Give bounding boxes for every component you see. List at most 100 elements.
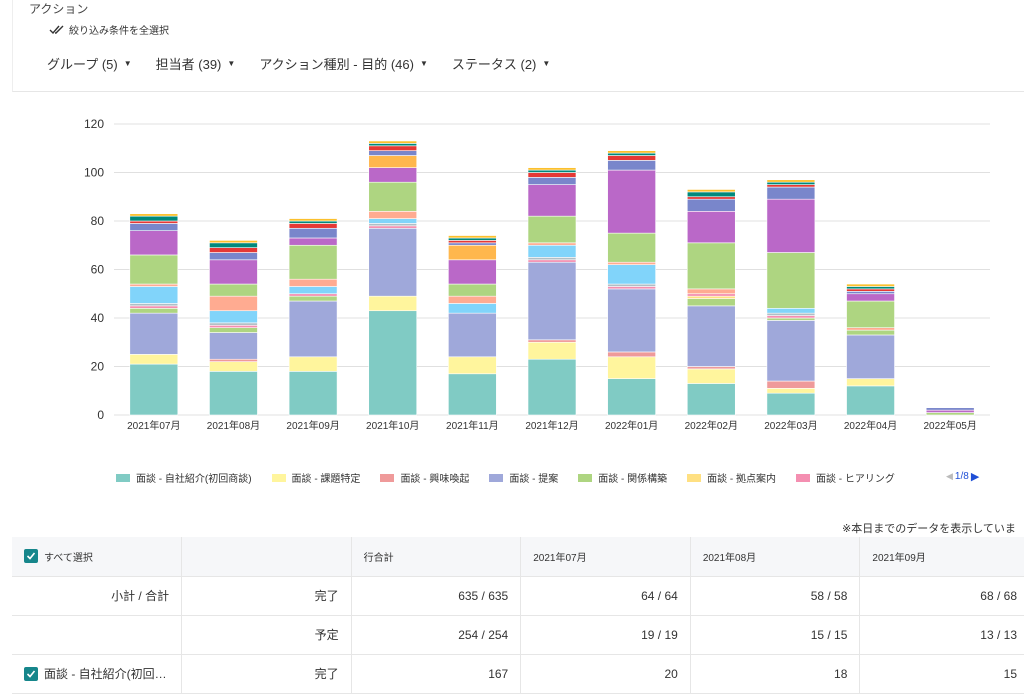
bar-segment[interactable]: [766, 317, 816, 321]
bar-segment[interactable]: [288, 295, 338, 302]
legend-item[interactable]: 面談 - 関係構築: [578, 470, 667, 485]
bar-segment[interactable]: [448, 237, 497, 241]
bar-segment[interactable]: [686, 366, 736, 370]
table-header-month[interactable]: 2021年09月: [859, 537, 1024, 577]
bar-segment[interactable]: [846, 329, 895, 336]
legend-item[interactable]: 面談 - 提案: [489, 470, 558, 485]
bar-segment[interactable]: [527, 259, 577, 263]
bar-segment[interactable]: [766, 198, 816, 253]
bar-segment[interactable]: [527, 339, 577, 343]
legend-item[interactable]: 面談 - ヒアリング: [796, 470, 895, 485]
row-checkbox[interactable]: [24, 666, 38, 681]
bar-segment[interactable]: [448, 259, 497, 285]
bar-segment[interactable]: [607, 261, 656, 265]
bar-segment[interactable]: [129, 230, 179, 256]
bar-segment[interactable]: [527, 215, 577, 244]
bar-segment[interactable]: [607, 152, 656, 156]
bar-segment[interactable]: [846, 293, 895, 302]
bar-segment[interactable]: [846, 327, 895, 331]
bar-segment[interactable]: [527, 261, 577, 341]
bar-segment[interactable]: [368, 227, 418, 297]
bar-segment[interactable]: [527, 358, 577, 416]
row-label-cell[interactable]: 面談 - 自社紹介(初回…: [12, 654, 183, 694]
bar-segment[interactable]: [368, 143, 418, 147]
bar-segment[interactable]: [846, 283, 895, 287]
bar-segment[interactable]: [209, 332, 258, 360]
bar-segment[interactable]: [686, 293, 736, 297]
bar-segment[interactable]: [686, 295, 736, 299]
bar-segment[interactable]: [368, 295, 418, 312]
bar-segment[interactable]: [527, 184, 577, 217]
bar-segment[interactable]: [368, 150, 418, 156]
bar-segment[interactable]: [209, 310, 258, 324]
legend-item[interactable]: 面談 - 興味喚起: [380, 470, 469, 485]
bar-segment[interactable]: [527, 244, 577, 258]
bar-segment[interactable]: [607, 356, 656, 379]
bar-segment[interactable]: [607, 286, 656, 290]
bar-segment[interactable]: [368, 223, 418, 227]
bar-segment[interactable]: [209, 324, 258, 328]
bar-segment[interactable]: [527, 172, 577, 178]
bar-segment[interactable]: [209, 252, 258, 261]
bar-segment[interactable]: [766, 252, 816, 309]
bar-segment[interactable]: [607, 232, 656, 263]
bar-segment[interactable]: [766, 308, 816, 314]
bar-segment[interactable]: [448, 242, 497, 246]
bar-segment[interactable]: [686, 368, 736, 384]
bar-segment[interactable]: [368, 145, 418, 151]
bar-segment[interactable]: [607, 288, 656, 353]
bar-segment[interactable]: [686, 189, 736, 193]
bar-segment[interactable]: [129, 254, 179, 285]
bar-segment[interactable]: [686, 305, 736, 367]
bar-segment[interactable]: [846, 300, 895, 328]
bar-segment[interactable]: [686, 288, 736, 295]
bar-segment[interactable]: [368, 155, 418, 168]
bar-segment[interactable]: [686, 198, 736, 212]
filter-action-type-dropdown[interactable]: アクション種別 - 目的 (46) ▼: [259, 54, 428, 73]
bar-segment[interactable]: [129, 312, 179, 355]
bar-segment[interactable]: [368, 181, 418, 212]
bar-segment[interactable]: [607, 150, 656, 154]
bar-segment[interactable]: [288, 244, 338, 280]
bar-segment[interactable]: [527, 177, 577, 185]
bar-segment[interactable]: [368, 225, 418, 229]
bar-segment[interactable]: [448, 303, 497, 314]
filter-group-dropdown[interactable]: グループ (5) ▼: [47, 54, 132, 73]
bar-segment[interactable]: [288, 223, 338, 229]
bar-segment[interactable]: [527, 242, 577, 246]
bar-segment[interactable]: [209, 259, 258, 285]
bar-segment[interactable]: [129, 286, 179, 304]
bar-segment[interactable]: [686, 298, 736, 307]
bar-segment[interactable]: [925, 412, 975, 416]
bar-segment[interactable]: [129, 220, 179, 224]
select-all-filters-button[interactable]: 絞り込み条件を全選択: [49, 22, 169, 37]
bar-segment[interactable]: [766, 312, 816, 316]
bar-segment[interactable]: [766, 186, 816, 200]
legend-item[interactable]: 面談 - 課題特定: [271, 470, 360, 485]
bar-segment[interactable]: [288, 278, 338, 287]
bar-segment[interactable]: [448, 244, 497, 261]
bar-segment[interactable]: [129, 363, 179, 416]
bar-segment[interactable]: [209, 371, 258, 416]
bar-segment[interactable]: [288, 371, 338, 416]
bar-segment[interactable]: [527, 257, 577, 261]
bar-segment[interactable]: [686, 242, 736, 290]
bar-segment[interactable]: [766, 392, 816, 416]
bar-segment[interactable]: [288, 220, 338, 224]
bar-segment[interactable]: [129, 213, 179, 217]
bar-segment[interactable]: [368, 218, 418, 224]
bar-segment[interactable]: [766, 181, 816, 185]
bar-segment[interactable]: [846, 288, 895, 292]
bar-segment[interactable]: [368, 310, 418, 416]
bar-segment[interactable]: [766, 315, 816, 319]
bar-segment[interactable]: [288, 218, 338, 222]
bar-segment[interactable]: [686, 211, 736, 244]
table-header-month[interactable]: 2021年08月: [690, 537, 861, 577]
legend-next-button[interactable]: ▶: [970, 471, 980, 483]
bar-segment[interactable]: [129, 308, 179, 314]
bar-segment[interactable]: [288, 237, 338, 246]
bar-segment[interactable]: [846, 291, 895, 295]
bar-segment[interactable]: [448, 373, 497, 416]
bar-segment[interactable]: [209, 327, 258, 333]
legend-item[interactable]: 面談 - 自社紹介(初回商談): [116, 470, 252, 485]
